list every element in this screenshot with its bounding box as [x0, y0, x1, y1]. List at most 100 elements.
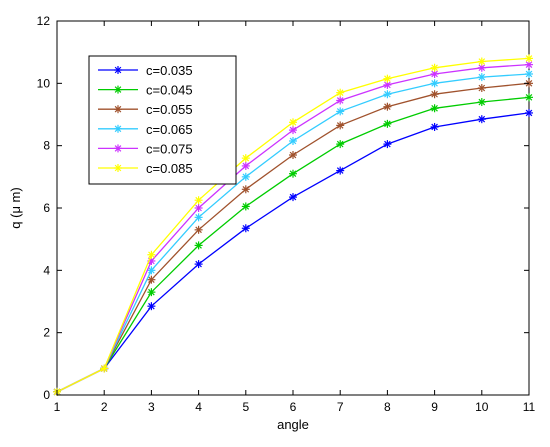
marker-stroke — [336, 97, 344, 104]
marker-stroke — [195, 204, 202, 212]
data-point — [525, 60, 533, 69]
data-point — [383, 119, 392, 128]
data-point — [289, 169, 297, 178]
legend-item: c=0.065 — [98, 122, 193, 137]
x-tick-label: 2 — [101, 400, 108, 414]
marker-stroke — [242, 203, 250, 210]
marker-stroke — [242, 173, 250, 181]
legend-label: c=0.035 — [146, 63, 193, 78]
marker-stroke — [478, 64, 486, 72]
legend-marker — [114, 66, 122, 74]
data-point — [147, 266, 156, 275]
data-point — [477, 98, 486, 107]
marker-stroke — [384, 103, 391, 111]
y-tick-label: 2 — [43, 326, 50, 340]
marker-stroke — [478, 98, 486, 106]
legend-item: c=0.045 — [98, 83, 193, 98]
x-tick-label: 3 — [148, 400, 155, 414]
legend-item: c=0.085 — [98, 161, 193, 176]
marker-stroke — [478, 73, 486, 81]
marker-stroke — [478, 84, 486, 92]
marker-stroke — [431, 70, 438, 78]
marker-stroke — [195, 196, 202, 204]
marker-stroke — [478, 115, 486, 123]
legend-marker — [114, 124, 122, 133]
marker-stroke — [148, 276, 155, 283]
data-point — [241, 185, 250, 194]
marker-stroke — [431, 80, 438, 87]
data-point — [194, 225, 203, 234]
legend-item: c=0.075 — [98, 141, 193, 156]
marker-stroke — [384, 81, 391, 89]
marker-stroke — [289, 170, 297, 178]
data-point — [100, 364, 109, 373]
data-point — [383, 90, 392, 99]
data-point — [383, 74, 392, 83]
marker-stroke — [148, 267, 155, 274]
data-point — [289, 151, 297, 160]
legend-label: c=0.045 — [146, 83, 193, 98]
marker-stroke — [384, 120, 391, 128]
y-tick-label: 12 — [37, 14, 51, 28]
y-axis-label: q (μ m) — [8, 187, 23, 228]
marker-stroke — [289, 118, 297, 126]
data-point — [336, 121, 345, 130]
marker-stroke — [336, 89, 344, 96]
data-point — [241, 172, 250, 181]
marker-stroke — [114, 105, 122, 113]
data-point — [383, 102, 392, 111]
data-point — [194, 196, 203, 205]
marker-stroke — [525, 109, 533, 117]
legend: c=0.035 c=0.045 c=0.055 c=0.065 c=0.075 c=0.0… — [88, 55, 237, 185]
x-tick-label: 11 — [523, 400, 536, 414]
marker-stroke — [431, 123, 438, 131]
data-point — [336, 166, 345, 175]
data-point — [336, 140, 345, 149]
legend-label: c=0.065 — [146, 122, 193, 137]
data-point — [430, 79, 439, 88]
marker-stroke — [431, 90, 438, 98]
data-point — [477, 63, 486, 72]
marker-stroke — [242, 185, 250, 193]
x-tick-label: 4 — [195, 400, 202, 414]
marker-stroke — [431, 64, 438, 72]
marker-stroke — [114, 125, 122, 133]
data-point — [241, 154, 250, 163]
marker-stroke — [242, 224, 250, 232]
marker-stroke — [114, 86, 122, 93]
data-point — [147, 275, 156, 284]
x-axis-label: angle — [277, 417, 309, 432]
data-point — [147, 250, 156, 259]
x-tick-label: 8 — [384, 400, 391, 414]
marker-stroke — [148, 257, 155, 265]
data-point — [525, 93, 533, 102]
y-tick-label: 10 — [37, 76, 51, 90]
marker-stroke — [195, 214, 202, 221]
legend-item: c=0.055 — [98, 102, 193, 117]
data-point — [289, 118, 297, 127]
x-tick-label: 10 — [475, 400, 489, 414]
marker-stroke — [114, 66, 122, 74]
marker-stroke — [525, 70, 533, 78]
marker-stroke — [384, 75, 391, 82]
data-point — [477, 57, 486, 66]
marker-stroke — [148, 302, 155, 310]
marker-stroke — [336, 122, 344, 129]
data-point — [336, 88, 345, 97]
legend-marker — [114, 144, 122, 153]
data-point — [289, 136, 297, 145]
legend-label: c=0.055 — [146, 102, 193, 117]
data-point — [477, 84, 486, 93]
marker-stroke — [384, 90, 391, 98]
marker-stroke — [100, 365, 108, 372]
x-tick-label: 9 — [431, 400, 438, 414]
marker-stroke — [336, 140, 344, 148]
x-tick-label: 7 — [337, 400, 344, 414]
marker-stroke — [242, 162, 250, 170]
legend-marker — [114, 85, 122, 94]
legend-marker — [114, 105, 122, 114]
data-point — [525, 69, 533, 78]
y-tick-label: 6 — [43, 201, 50, 215]
legend-box — [88, 55, 237, 185]
